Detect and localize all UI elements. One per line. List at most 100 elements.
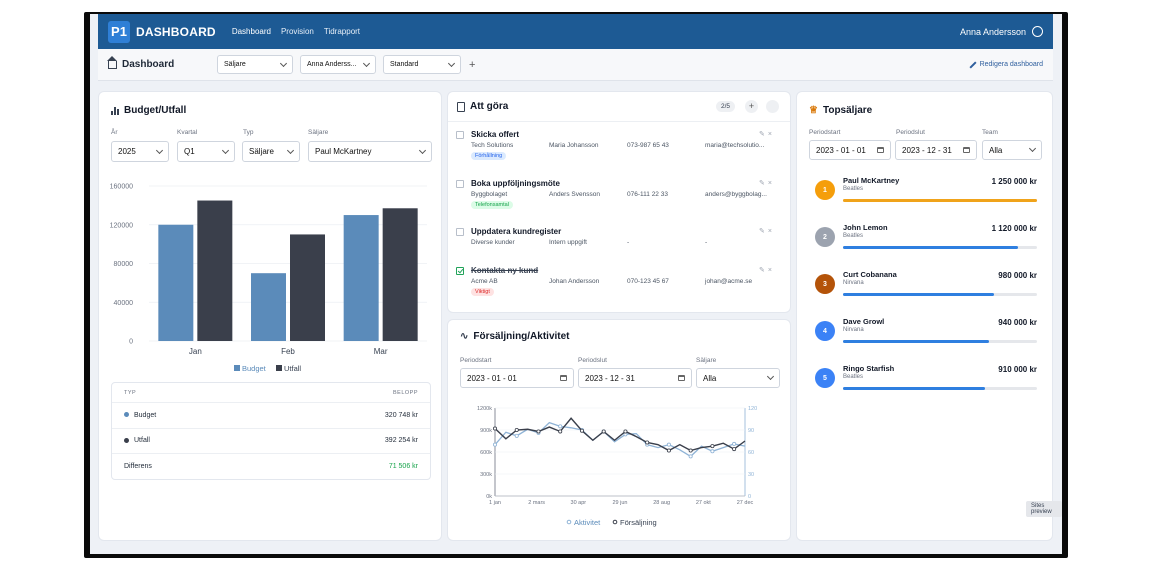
edit-icon[interactable]: ✎: [759, 228, 768, 235]
type-select[interactable]: Säljare: [242, 141, 300, 162]
filter-select-type[interactable]: Säljare: [217, 55, 293, 74]
todo-phone: 070-123 45 67: [627, 278, 669, 285]
todo-item[interactable]: Uppdatera kundregister Diverse kunder Inte…: [448, 227, 788, 271]
legend-swatch: [276, 365, 282, 371]
x-tick-label: 30 apr: [571, 500, 587, 506]
nav-link-tidrapport[interactable]: Tidrapport: [323, 27, 361, 36]
chevron-down-icon: [362, 59, 371, 67]
activity-seller-label: Säljare: [696, 357, 717, 364]
add-todo-button[interactable]: +: [745, 100, 758, 113]
logo-mark[interactable]: P1: [108, 20, 130, 43]
data-point: [645, 440, 650, 445]
filter-select-view-value: Standard: [390, 61, 419, 68]
budget-title: Budget/Utfall: [111, 105, 186, 116]
x-tick-label: Feb: [281, 347, 295, 356]
quarter-select[interactable]: Q1: [177, 141, 235, 162]
data-point: [514, 433, 519, 438]
edit-icon[interactable]: ✎: [759, 267, 768, 274]
todo-card: Att göra 2/5 + Skicka offert Tech Solutio…: [447, 91, 791, 313]
todo-item[interactable]: Boka uppföljningsmöte Byggbolaget Anders S…: [448, 179, 788, 223]
progress-fill: [843, 387, 985, 390]
y-tick-label: 120000: [110, 222, 133, 229]
todo-title: Att göra: [457, 101, 508, 112]
todo-checkbox[interactable]: [456, 131, 464, 139]
todo-checkbox[interactable]: [456, 180, 464, 188]
close-icon[interactable]: ×: [767, 180, 775, 187]
bar-utfall: [382, 208, 418, 341]
left-tick-label: 300k: [480, 472, 492, 478]
legend-swatch: [234, 365, 240, 371]
activity-seller-select[interactable]: Alla: [696, 368, 780, 388]
edit-dashboard-link[interactable]: Redigera dashboard: [969, 60, 1043, 69]
todo-tag-badge: Telefonsamtal: [471, 201, 513, 209]
todo-checkbox[interactable]: [456, 228, 464, 236]
period-start-input[interactable]: 2023 - 01 - 01: [460, 368, 574, 388]
budget-title-text: Budget/Utfall: [124, 105, 187, 116]
page-title: Dashboard: [107, 55, 208, 70]
todo-checkbox[interactable]: [456, 267, 464, 275]
seller-row[interactable]: 2 John Lemon Beatles 1 120 000 kr: [813, 223, 1043, 263]
data-point: [558, 424, 563, 429]
top-end-value: 2023 - 12 - 31: [902, 145, 952, 155]
close-icon[interactable]: ×: [767, 131, 775, 138]
add-filter-button[interactable]: +: [469, 58, 476, 71]
nav-link-dashboard[interactable]: Dashboard: [231, 27, 271, 36]
nav-link-provision[interactable]: Provision: [280, 27, 314, 36]
filter-select-view[interactable]: Standard: [383, 55, 461, 74]
calendar-icon: [678, 375, 685, 381]
year-value: 2025: [118, 147, 136, 156]
header-typ: TYP: [124, 389, 137, 396]
calendar-icon: [560, 375, 567, 381]
team-select[interactable]: Alla: [982, 140, 1042, 160]
seller-team: Beatles: [843, 233, 864, 239]
todo-tag-badge: Förhållning: [471, 152, 507, 160]
rank-badge: 4: [815, 321, 835, 341]
seller-team: Nirvana: [843, 280, 864, 286]
device-frame: P1 DASHBOARD Dashboard Provision Tidrapp…: [84, 12, 1068, 558]
left-tick-label: 0k: [486, 494, 492, 500]
seller-name: Dave Growl: [843, 317, 885, 326]
seller-row[interactable]: 5 Ringo Starfish Beatles 910 000 kr: [813, 364, 1043, 404]
todo-email: -: [705, 239, 708, 246]
top-sellers-title-text: Topsäljare: [822, 105, 873, 116]
todo-item[interactable]: Kontakta ny kund Acme AB Johan Andersson 07…: [448, 266, 788, 310]
year-select[interactable]: 2025: [111, 141, 169, 162]
team-value: Alla: [989, 145, 1003, 155]
seller-select[interactable]: Paul McKartney: [308, 141, 432, 162]
data-point: [493, 426, 498, 431]
team-label: Team: [982, 129, 998, 136]
seller-row[interactable]: 3 Curt Cobanana Nirvana 980 000 kr: [813, 270, 1043, 310]
close-icon[interactable]: ×: [767, 267, 775, 274]
progress-fill: [843, 199, 1037, 202]
close-icon[interactable]: ×: [767, 228, 775, 235]
gear-icon[interactable]: [1032, 26, 1043, 37]
logo-text[interactable]: DASHBOARD: [136, 24, 216, 39]
seller-row[interactable]: 4 Dave Growl Nirvana 940 000 kr: [813, 317, 1043, 357]
seller-amount: 980 000 kr: [998, 271, 1037, 280]
seller-name: Ringo Starfish: [843, 364, 895, 373]
data-point: [601, 429, 606, 434]
todo-email: maria@techsolutio...: [705, 142, 765, 149]
seller-value: Paul McKartney: [315, 147, 372, 156]
calendar-icon: [963, 147, 970, 153]
budget-table: TYP BELOPP Budget 320 748 kr Utfall 392 …: [111, 382, 431, 480]
todo-actions: ✎×: [759, 130, 775, 138]
seller-row[interactable]: 1 Paul McKartney Beatles 1 250 000 kr: [813, 176, 1043, 216]
todo-email: anders@byggbolag...: [705, 191, 767, 198]
top-start-input[interactable]: 2023 - 01 - 01: [809, 140, 891, 160]
tag-icon[interactable]: [766, 100, 779, 113]
data-point: [536, 429, 541, 434]
data-point: [666, 448, 671, 453]
todo-item[interactable]: Skicka offert Tech Solutions Maria Johanss…: [448, 130, 788, 174]
filter-select-person[interactable]: Anna Anderss...: [300, 55, 376, 74]
top-start-label: Periodstart: [809, 129, 841, 136]
seller-amount: 940 000 kr: [998, 318, 1037, 327]
user-menu[interactable]: Anna Andersson: [960, 26, 1043, 37]
header-belopp: BELOPP: [392, 389, 418, 396]
seller-label: Säljare: [308, 129, 329, 136]
edit-icon[interactable]: ✎: [759, 180, 768, 187]
top-end-input[interactable]: 2023 - 12 - 31: [895, 140, 977, 160]
period-end-input[interactable]: 2023 - 12 - 31: [578, 368, 692, 388]
edit-icon[interactable]: ✎: [759, 131, 768, 138]
data-point: [623, 429, 628, 434]
